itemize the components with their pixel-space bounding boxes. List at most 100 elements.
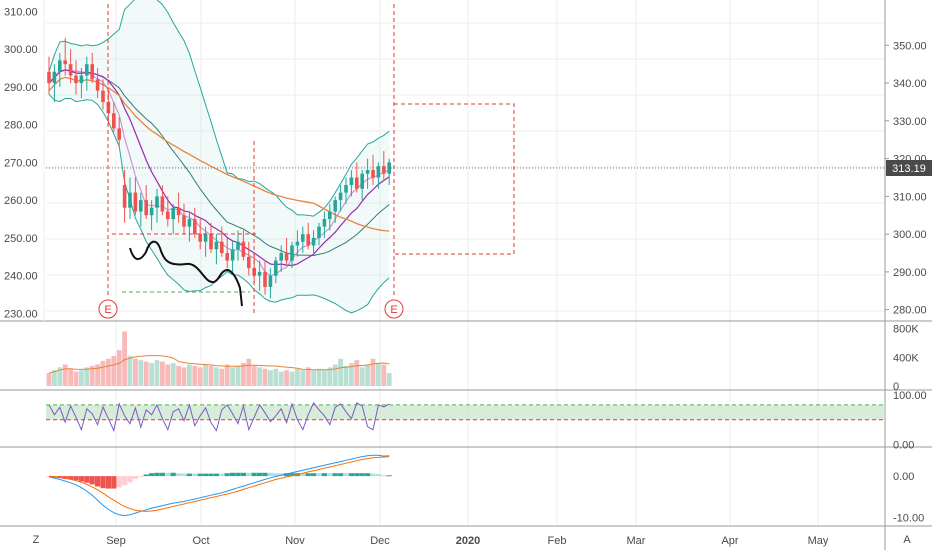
candle-body <box>47 71 51 84</box>
time-axis[interactable]: Sep Oct Nov Dec 2020 Feb Mar Apr May <box>106 535 829 547</box>
right-tick-label: 330.00 <box>893 116 927 128</box>
earnings-marker-label: E <box>104 304 111 316</box>
candle-body <box>79 75 84 84</box>
bollinger-fill <box>49 0 390 313</box>
candle <box>365 158 370 189</box>
price-candles[interactable] <box>47 37 391 299</box>
volume-bar <box>95 364 100 386</box>
auto-scale-button-label: A <box>903 534 911 546</box>
macd-histogram-bar <box>192 473 198 477</box>
macd-histogram-bar <box>68 476 74 480</box>
macd-histogram-bar <box>381 475 387 477</box>
macd-histogram-bar <box>46 476 52 478</box>
macd-histogram-bar <box>332 473 338 477</box>
candle-body <box>133 192 138 212</box>
volume-bar <box>160 361 165 386</box>
macd-histogram-bar <box>186 473 192 477</box>
candle <box>257 260 262 291</box>
candle-body <box>149 207 154 216</box>
volume-bar <box>62 364 68 386</box>
candle <box>79 67 84 99</box>
volume-bar <box>354 360 360 386</box>
left-tick-label: 260.00 <box>4 195 38 207</box>
macd-pane[interactable]: 0.00 -10.00 <box>46 454 924 525</box>
candle-body <box>349 177 354 186</box>
auto-scale-button[interactable]: A <box>895 532 919 548</box>
candle-body <box>376 166 381 178</box>
candle <box>328 203 332 231</box>
candle <box>268 268 273 299</box>
candle <box>112 101 116 133</box>
macd-histogram-bar <box>105 476 111 489</box>
candle-body <box>360 173 364 189</box>
left-tick-label: 280.00 <box>4 120 38 132</box>
candle <box>279 245 283 272</box>
candle <box>74 60 78 95</box>
volume-bar <box>181 367 187 386</box>
left-tick-label: 240.00 <box>4 271 38 283</box>
candle-body <box>295 241 300 246</box>
volume-bar <box>149 363 154 386</box>
time-axis-label: Feb <box>548 535 567 547</box>
candle <box>220 226 224 257</box>
user-drawings[interactable]: E E 313.19 <box>46 4 932 319</box>
candle-body <box>252 268 256 276</box>
volume-bar <box>322 370 327 386</box>
volume-bar <box>100 360 106 386</box>
candle <box>349 169 354 197</box>
macd-histogram-bar <box>154 472 160 477</box>
candle <box>133 177 138 216</box>
candle <box>95 67 100 99</box>
candle <box>209 222 213 254</box>
candle-body <box>225 253 229 261</box>
volume-bar <box>316 368 322 386</box>
candle-body <box>58 60 62 72</box>
candle-body <box>85 64 89 76</box>
left-tick-label: 300.00 <box>4 44 38 56</box>
rsi-pane[interactable]: 100.00 0.00 <box>46 390 927 452</box>
volume-bar <box>176 365 181 386</box>
timezone-button[interactable]: Z <box>24 532 48 548</box>
candle <box>90 52 94 84</box>
volume-bar <box>359 367 365 386</box>
candle <box>333 196 337 223</box>
right-tick-label: 310.00 <box>893 191 927 203</box>
candle-body <box>263 271 267 288</box>
volume-tick-label: 800K <box>893 324 919 336</box>
candle-body <box>236 241 240 250</box>
candle-body <box>176 207 181 216</box>
candle-body <box>144 200 148 216</box>
macd-line <box>48 454 390 517</box>
macd-histogram-bar <box>257 472 263 477</box>
signal-line <box>48 456 390 512</box>
candle <box>187 211 192 242</box>
candle <box>149 200 154 231</box>
volume-bar <box>133 358 138 386</box>
volume-bar <box>241 363 246 386</box>
volume-bar <box>246 358 252 386</box>
candle-body <box>333 200 337 212</box>
macd-histogram-bar <box>230 472 236 477</box>
candle-body <box>74 75 78 84</box>
volume-bar <box>219 368 225 386</box>
volume-bar <box>106 358 111 386</box>
last-price-label: 313.19 <box>892 163 926 175</box>
candle-body <box>382 166 386 174</box>
volume-bar <box>338 358 343 386</box>
volume-bar <box>52 370 57 386</box>
volume-pane[interactable]: 800K 400K 0 <box>46 324 920 393</box>
volume-bar <box>262 368 268 386</box>
candle <box>306 222 310 250</box>
candle-body <box>220 241 224 254</box>
candle-body <box>241 241 246 257</box>
volume-bar <box>235 365 241 386</box>
time-axis-label: Dec <box>370 535 390 547</box>
candle-body <box>166 211 170 220</box>
candle <box>68 49 73 84</box>
freehand-drawing <box>129 240 243 307</box>
macd-histogram-bar <box>159 472 165 477</box>
candle <box>155 188 159 223</box>
candle <box>182 203 186 235</box>
candle-body <box>198 234 202 242</box>
